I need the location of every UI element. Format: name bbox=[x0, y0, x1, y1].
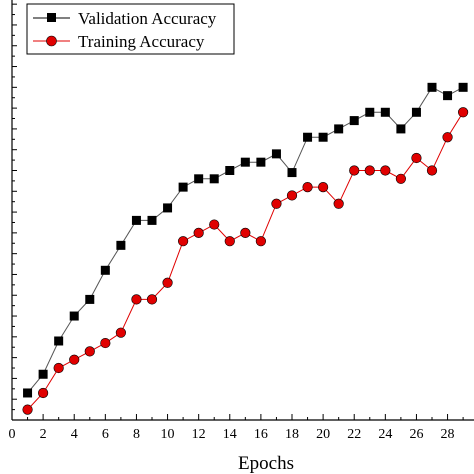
x-tick-label: 18 bbox=[285, 427, 299, 442]
data-point bbox=[271, 198, 282, 209]
x-axis-title: Epochs bbox=[238, 453, 294, 474]
data-point bbox=[395, 173, 406, 184]
data-point bbox=[69, 354, 80, 365]
data-point bbox=[22, 404, 33, 415]
data-point bbox=[84, 346, 95, 357]
data-point bbox=[240, 157, 250, 167]
x-tick-label: 20 bbox=[316, 427, 330, 442]
data-point bbox=[303, 132, 313, 142]
data-point bbox=[38, 369, 48, 379]
data-point bbox=[458, 107, 469, 118]
axes: 0 2 4 6 8 10 12 14 16 18 20 22 24 26 28 bbox=[9, 0, 474, 442]
data-point bbox=[364, 165, 375, 176]
data-point bbox=[54, 336, 64, 346]
data-point bbox=[209, 174, 219, 184]
data-point bbox=[115, 327, 126, 338]
x-tick-label: 4 bbox=[71, 427, 78, 442]
x-tick-label: 8 bbox=[133, 427, 140, 442]
data-point bbox=[209, 219, 220, 230]
data-point bbox=[100, 265, 110, 275]
data-point bbox=[365, 107, 375, 117]
series-layer bbox=[22, 82, 469, 415]
series-validation bbox=[23, 82, 468, 398]
data-point bbox=[240, 227, 251, 238]
x-tick-label: 2 bbox=[40, 427, 47, 442]
data-point bbox=[146, 294, 158, 305]
data-point bbox=[302, 182, 313, 193]
legend-label-training: Training Accuracy bbox=[78, 32, 205, 51]
data-point bbox=[193, 227, 204, 238]
data-point bbox=[318, 182, 329, 193]
data-point bbox=[23, 388, 33, 398]
data-point bbox=[396, 124, 406, 134]
data-point bbox=[163, 203, 173, 213]
data-point bbox=[131, 294, 142, 305]
data-point bbox=[411, 152, 422, 164]
data-point bbox=[38, 387, 49, 399]
data-point bbox=[178, 236, 189, 247]
data-point bbox=[116, 240, 126, 250]
data-point bbox=[411, 107, 421, 117]
x-tick-label: 16 bbox=[254, 427, 268, 442]
x-tick-label: 10 bbox=[161, 427, 175, 442]
x-tick-label: 0 bbox=[9, 427, 16, 442]
legend-label-validation: Validation Accuracy bbox=[78, 9, 217, 28]
data-point bbox=[380, 165, 391, 176]
data-point bbox=[458, 82, 468, 92]
data-point bbox=[85, 294, 95, 304]
data-point bbox=[271, 149, 281, 159]
data-point bbox=[53, 362, 64, 374]
series-line bbox=[27, 112, 464, 410]
data-point bbox=[147, 215, 157, 225]
data-point bbox=[162, 277, 173, 288]
legend-box bbox=[26, 3, 235, 55]
data-point bbox=[286, 190, 298, 201]
x-tick-label: 26 bbox=[409, 427, 423, 442]
x-tick-label: 12 bbox=[192, 427, 206, 442]
data-point bbox=[194, 174, 204, 184]
data-point bbox=[443, 91, 453, 101]
data-point bbox=[256, 157, 266, 167]
data-point bbox=[255, 236, 266, 247]
data-point bbox=[427, 82, 437, 92]
legend-validation-marker bbox=[47, 13, 56, 22]
data-point bbox=[100, 337, 111, 349]
data-point bbox=[178, 182, 188, 192]
data-point bbox=[426, 165, 438, 176]
data-point bbox=[442, 132, 453, 143]
data-point bbox=[69, 311, 79, 321]
legend-training-marker bbox=[46, 35, 57, 47]
data-point bbox=[349, 165, 360, 176]
x-tick-label: 28 bbox=[441, 427, 455, 442]
x-tick-label: 14 bbox=[223, 427, 237, 442]
data-point bbox=[333, 198, 344, 209]
data-point bbox=[224, 236, 235, 247]
data-point bbox=[380, 107, 390, 117]
x-tick-label: 6 bbox=[102, 427, 109, 442]
x-tick-label: 24 bbox=[378, 427, 392, 442]
data-point bbox=[131, 215, 141, 225]
data-point bbox=[318, 132, 328, 142]
data-point bbox=[287, 168, 297, 178]
x-tick-label: 22 bbox=[347, 427, 361, 442]
data-point bbox=[349, 116, 359, 126]
data-point bbox=[225, 165, 235, 175]
data-point bbox=[334, 124, 344, 134]
legend: Validation Accuracy Training Accuracy bbox=[26, 3, 235, 55]
series-training bbox=[22, 107, 469, 415]
